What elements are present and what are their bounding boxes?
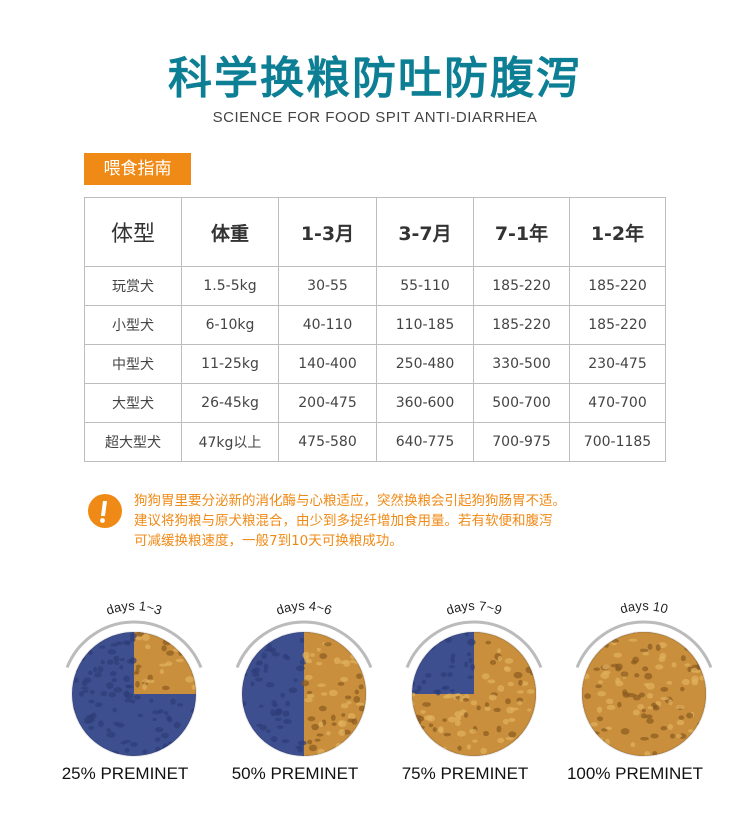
table-cell: 30-55 xyxy=(278,266,377,306)
table-cell: 640-775 xyxy=(376,422,474,462)
table-cell: 185-220 xyxy=(569,305,666,345)
food-mix-disc-stage-1: days 1~3 xyxy=(50,600,218,760)
disc-rim xyxy=(241,631,367,757)
days-label: days 10 xyxy=(618,600,669,617)
food-mix-disc-graphic: days 7~9 xyxy=(405,600,543,757)
stage-caption: 75% PREMINET xyxy=(401,764,529,783)
days-label: days 4~6 xyxy=(274,600,334,618)
food-mix-disc-graphic: days 1~3 xyxy=(65,600,203,757)
table-cell: 360-600 xyxy=(376,383,474,423)
table-cell: 230-475 xyxy=(569,344,666,384)
food-disc xyxy=(582,632,706,756)
table-cell: 475-580 xyxy=(278,422,377,462)
note-line: 可减缓换粮速度，一般7到10天可换粮成功。 xyxy=(134,533,403,549)
days-arc xyxy=(575,620,713,669)
days-arc xyxy=(405,620,543,669)
disc-rim xyxy=(581,631,707,757)
table-cell: 185-220 xyxy=(473,266,570,306)
table-cell: 超大型犬 xyxy=(84,422,182,462)
note-line: 狗狗胃里要分泌新的消化酶与心粮适应，突然换粮会引起狗狗肠胃不适。 xyxy=(134,493,566,509)
table-cell: 330-500 xyxy=(473,344,570,384)
table-row: 超大型犬 47kg以上 475-580 640-775 700-975 700-… xyxy=(84,422,666,462)
table-cell: 40-110 xyxy=(278,305,377,345)
disc-rim xyxy=(411,631,537,757)
table-cell: 6-10kg xyxy=(181,305,279,345)
header-cell-age: 7-1年 xyxy=(473,197,570,267)
food-mix-disc-graphic: days 4~6 xyxy=(235,600,373,757)
header-cell-age: 1-3月 xyxy=(278,197,377,267)
table-cell: 中型犬 xyxy=(84,344,182,384)
days-label: days 7~9 xyxy=(444,600,504,618)
table-cell: 47kg以上 xyxy=(181,422,279,462)
table-cell: 小型犬 xyxy=(84,305,182,345)
note-line: 建议将狗粮与原犬粮混合，由少到多捉纤增加食用量。若有软便和腹泻 xyxy=(134,513,553,529)
page-subtitle: SCIENCE FOR FOOD SPIT ANTI-DIARRHEA xyxy=(212,109,538,126)
days-arc xyxy=(235,620,373,669)
table-cell: 140-400 xyxy=(278,344,377,384)
food-mix-disc-stage-4: days 10 xyxy=(560,600,728,760)
food-disc xyxy=(412,632,536,756)
table-cell: 大型犬 xyxy=(84,383,182,423)
table-cell: 110-185 xyxy=(376,305,474,345)
table-cell: 700-975 xyxy=(473,422,570,462)
feeding-table: 体型 体重 1-3月 3-7月 7-1年 1-2年 玩赏犬 1.5-5kg 30… xyxy=(84,197,666,462)
table-cell: 26-45kg xyxy=(181,383,279,423)
section-tag: 喂食指南 xyxy=(84,153,191,185)
header-cell-size: 体型 xyxy=(84,197,182,267)
table-row: 大型犬 26-45kg 200-475 360-600 500-700 470-… xyxy=(84,383,666,423)
table-cell: 55-110 xyxy=(376,266,474,306)
days-label: days 1~3 xyxy=(104,600,164,618)
stage-caption: 100% PREMINET xyxy=(566,764,704,783)
table-cell: 11-25kg xyxy=(181,344,279,384)
table-cell: 470-700 xyxy=(569,383,666,423)
note-text: 狗狗胃里要分泌新的消化酶与心粮适应，突然换粮会引起狗狗肠胃不适。 建议将狗粮与原… xyxy=(134,491,694,551)
stage-caption: 25% PREMINET xyxy=(61,764,189,783)
table-cell: 700-1185 xyxy=(569,422,666,462)
food-mix-disc-stage-2: days 4~6 xyxy=(220,600,388,760)
table-header-row: 体型 体重 1-3月 3-7月 7-1年 1-2年 xyxy=(84,197,666,267)
table-row: 玩赏犬 1.5-5kg 30-55 55-110 185-220 185-220 xyxy=(84,266,666,306)
disc-rim xyxy=(71,631,197,757)
table-cell: 185-220 xyxy=(569,266,666,306)
table-cell: 500-700 xyxy=(473,383,570,423)
header-cell-age: 1-2年 xyxy=(569,197,666,267)
table-row: 小型犬 6-10kg 40-110 110-185 185-220 185-22… xyxy=(84,305,666,345)
table-cell: 250-480 xyxy=(376,344,474,384)
table-row: 中型犬 11-25kg 140-400 250-480 330-500 230-… xyxy=(84,344,666,384)
header-cell-age: 3-7月 xyxy=(376,197,474,267)
table-cell: 玩赏犬 xyxy=(84,266,182,306)
table-cell: 200-475 xyxy=(278,383,377,423)
stage-caption: 50% PREMINET xyxy=(231,764,359,783)
days-arc xyxy=(65,620,203,669)
exclamation-icon xyxy=(88,494,122,528)
table-cell: 185-220 xyxy=(473,305,570,345)
food-mix-disc-graphic: days 10 xyxy=(575,600,713,757)
page-title: 科学换粮防吐防腹泻 xyxy=(168,53,582,104)
header-cell-weight: 体重 xyxy=(181,197,279,267)
food-mix-disc-stage-3: days 7~9 xyxy=(390,600,558,760)
table-cell: 1.5-5kg xyxy=(181,266,279,306)
